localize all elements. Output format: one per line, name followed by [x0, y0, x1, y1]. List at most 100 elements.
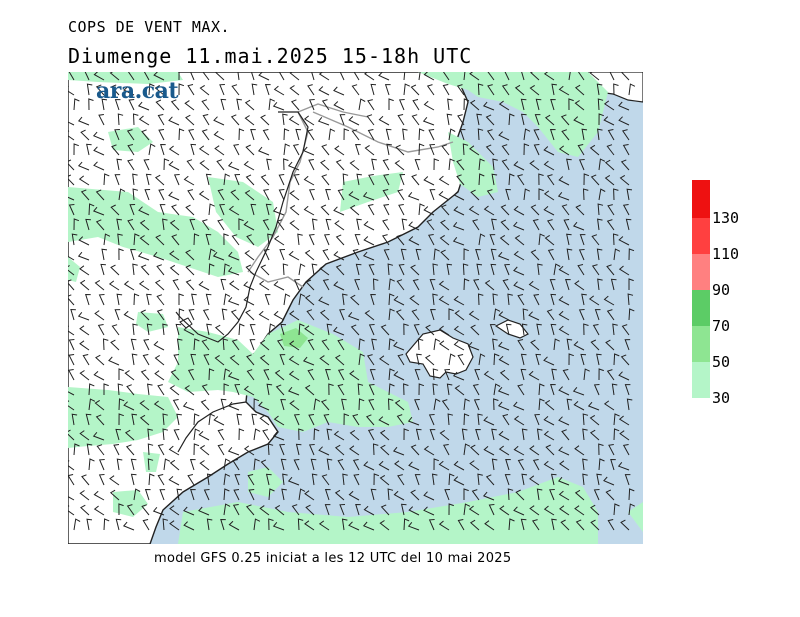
wind-barb: [73, 518, 81, 531]
wind-barb: [618, 265, 630, 276]
wind-barb: [116, 458, 123, 471]
wind-barb: [308, 189, 315, 201]
wind-barb: [543, 72, 555, 81]
wind-barb: [169, 264, 180, 276]
wind-barb: [478, 158, 485, 171]
wind-barb: [88, 203, 95, 216]
wind-barb: [448, 353, 456, 366]
wind-barb: [348, 490, 360, 501]
wind-barb: [368, 264, 375, 276]
wind-barb: [558, 145, 570, 156]
wind-barb: [118, 248, 124, 261]
wind-barb: [347, 311, 360, 321]
wind-barb: [243, 221, 255, 231]
wind-barb: [624, 474, 631, 486]
wind-barb: [356, 173, 362, 186]
wind-barb: [131, 413, 138, 426]
wind-barb: [387, 398, 394, 411]
wind-barb: [298, 488, 306, 501]
wind-barb: [444, 489, 451, 501]
wind-barb: [103, 518, 110, 531]
wind-barb: [266, 383, 273, 396]
wind-barb: [621, 324, 630, 336]
wind-barb: [127, 219, 135, 231]
wind-barb: [152, 251, 165, 261]
wind-barb: [453, 340, 465, 351]
wind-barb: [613, 248, 621, 261]
wind-barb: [170, 99, 180, 111]
coast-detail: [175, 111, 309, 453]
wind-barb: [543, 430, 555, 441]
wind-barb: [114, 174, 121, 186]
wind-barb: [172, 399, 180, 411]
wind-barb: [335, 159, 345, 171]
wind-barb: [308, 234, 315, 246]
wind-barb: [77, 116, 90, 126]
wind-barb: [223, 368, 231, 381]
wind-barb: [461, 428, 468, 441]
wind-barb: [588, 295, 600, 306]
wind-barb: [383, 249, 390, 261]
wind-barb: [339, 114, 346, 126]
wind-barb: [223, 233, 229, 246]
wind-barb: [453, 206, 465, 216]
wind-barb: [618, 116, 630, 126]
wind-barb: [598, 368, 604, 381]
wind-barb: [250, 72, 255, 81]
wind-barb: [110, 84, 120, 96]
wind-barb: [311, 263, 318, 276]
wind-barb: [307, 129, 315, 141]
wind-barb: [293, 414, 300, 426]
wind-barb: [579, 234, 586, 246]
wind-barb: [620, 519, 630, 531]
wind-barb: [127, 144, 135, 156]
wind-barb: [604, 174, 615, 186]
wind-barb: [512, 221, 525, 231]
wind-barb: [452, 236, 465, 246]
wind-barb: [398, 204, 405, 216]
wind-barb: [139, 414, 150, 426]
wind-barb: [139, 400, 150, 411]
wind-barb: [382, 189, 390, 201]
wind-barb: [553, 263, 561, 276]
wind-barb: [168, 161, 180, 171]
wind-barb: [206, 518, 213, 531]
wind-barb: [143, 339, 150, 351]
wind-barb: [244, 250, 255, 261]
wind-barb: [319, 309, 330, 321]
wind-barb: [491, 458, 498, 471]
wind-barb: [244, 189, 255, 201]
wind-barb: [263, 249, 270, 261]
wind-barb: [97, 324, 105, 336]
wind-barb: [220, 398, 227, 411]
wind-barb: [244, 115, 255, 126]
wind-barb: [612, 233, 619, 246]
wind-barb: [546, 309, 555, 321]
wind-barb: [206, 473, 213, 486]
wind-barb: [358, 353, 366, 366]
wind-barb: [253, 458, 260, 471]
wind-barb: [429, 429, 436, 441]
wind-barb: [545, 444, 555, 456]
wind-barb: [388, 98, 394, 110]
wind-barb: [313, 398, 321, 411]
wind-barb: [68, 386, 75, 396]
wind-barb: [454, 310, 465, 321]
wind-barb: [190, 143, 197, 156]
wind-barb: [501, 84, 510, 96]
wind-barb: [244, 99, 255, 111]
legend-swatch-50-70: [692, 326, 710, 362]
wind-barb: [157, 114, 165, 126]
wind-barb: [246, 234, 255, 246]
wind-barb: [273, 85, 285, 96]
wind-barb: [416, 353, 422, 366]
wind-barb: [429, 144, 435, 156]
wind-barb: [162, 413, 168, 426]
wind-barb: [356, 218, 362, 231]
wind-barb: [229, 280, 240, 291]
wind-barb: [379, 474, 390, 486]
wind-barb: [93, 146, 105, 156]
wind-barb: [395, 309, 405, 321]
wind-barb: [589, 144, 600, 156]
wind-barb: [68, 196, 75, 201]
